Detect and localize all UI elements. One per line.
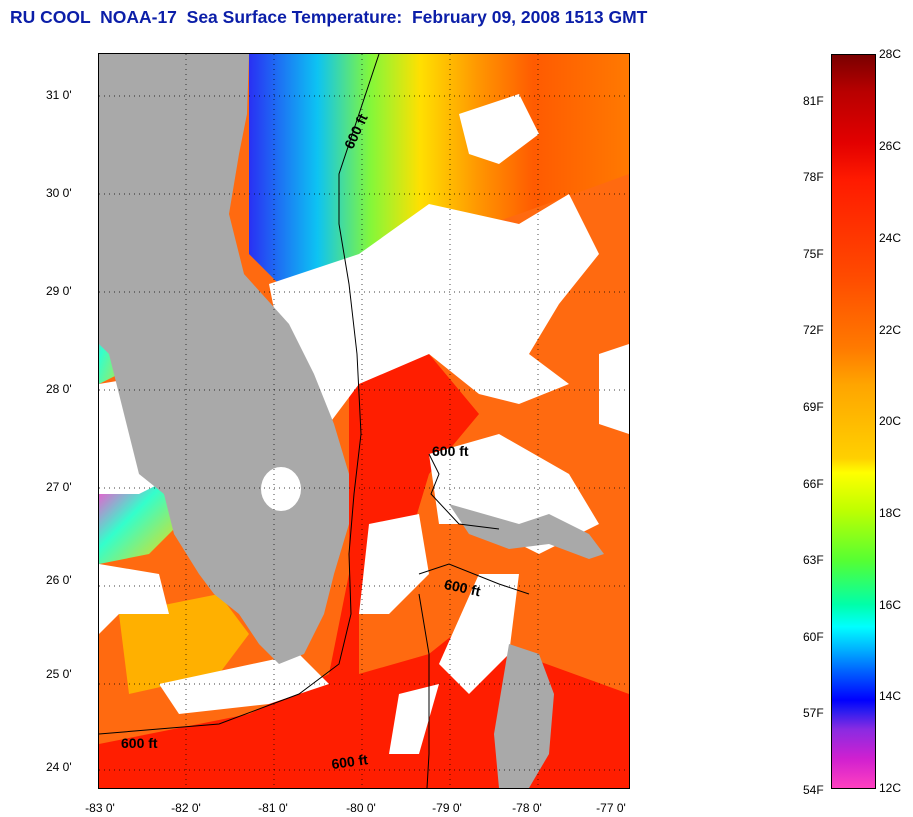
latitude-label: 24 0': [46, 760, 72, 774]
colorbar-f-label: 60F: [803, 630, 824, 644]
isobath-label: 600 ft: [121, 735, 158, 751]
longitude-label: -81 0': [258, 801, 288, 815]
colorbar-f-label: 54F: [803, 783, 824, 797]
florida-landmass: [99, 54, 349, 664]
longitude-label: -80 0': [346, 801, 376, 815]
colorbar-c-label: 16C: [879, 598, 902, 612]
latitude-label: 31 0': [46, 88, 72, 102]
gulf-coast-cool-water-2: [99, 484, 179, 564]
colorbar-f-label: 69F: [803, 400, 824, 414]
colorbar-f-label: 66F: [803, 477, 824, 491]
colorbar-c-label: 12C: [879, 781, 902, 795]
florida-bay-water: [119, 594, 249, 694]
colorbar-c-label: 24C: [879, 231, 902, 245]
latitude-label: 29 0': [46, 284, 72, 298]
colorbar-c-label: 14C: [879, 689, 902, 703]
colorbar-f-label: 78F: [803, 170, 824, 184]
longitude-label: -78 0': [512, 801, 542, 815]
colorbar-c-label: 28C: [879, 47, 902, 61]
lake-okeechobee: [261, 467, 301, 511]
isobath-600ft: [99, 54, 530, 788]
temperature-colorbar: [831, 54, 876, 789]
andros-island: [494, 644, 554, 788]
cool-water-region: [249, 54, 629, 294]
longitude-label: -79 0': [432, 801, 462, 815]
colorbar-f-label: 81F: [803, 94, 824, 108]
longitude-label: -82 0': [171, 801, 201, 815]
colorbar-f-label: 57F: [803, 706, 824, 720]
sst-map: 600 ft 600 ft 600 ft 600 ft 600 ft: [98, 53, 630, 789]
latitude-label: 25 0': [46, 667, 72, 681]
isobath-label: 600 ft: [330, 751, 369, 772]
longitude-label: -77 0': [596, 801, 626, 815]
longitude-label: -83 0': [85, 801, 115, 815]
graticule: [99, 54, 629, 788]
latitude-label: 30 0': [46, 186, 72, 200]
isobath-label: 600 ft: [443, 576, 482, 599]
latitude-label: 26 0': [46, 573, 72, 587]
isobath-label: 600 ft: [432, 443, 469, 459]
colorbar-c-label: 22C: [879, 323, 902, 337]
page-title: RU COOL NOAA-17 Sea Surface Temperature:…: [10, 7, 648, 27]
colorbar-c-label: 20C: [879, 414, 902, 428]
colorbar-c-label: 26C: [879, 139, 902, 153]
colorbar-f-label: 72F: [803, 323, 824, 337]
colorbar-c-label: 18C: [879, 506, 902, 520]
latitude-label: 28 0': [46, 382, 72, 396]
sst-map-canvas: 600 ft 600 ft 600 ft 600 ft 600 ft: [99, 54, 629, 788]
colorbar-f-label: 63F: [803, 553, 824, 567]
latitude-label: 27 0': [46, 480, 72, 494]
grand-bahama: [449, 504, 604, 559]
colorbar-f-label: 75F: [803, 247, 824, 261]
